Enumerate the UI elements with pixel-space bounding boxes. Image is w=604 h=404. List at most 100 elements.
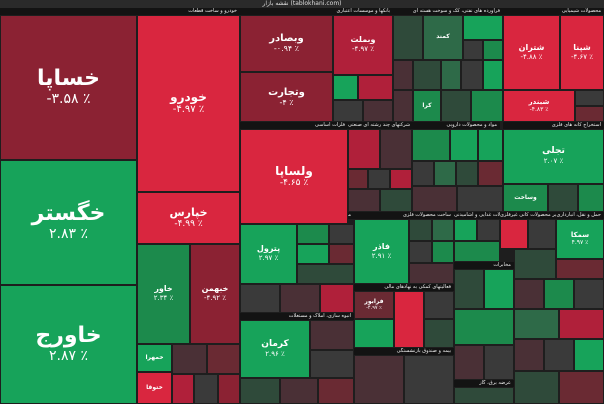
tile-small[interactable] (514, 279, 544, 309)
tile-small[interactable] (514, 309, 559, 339)
tile-khbahman[interactable]: خبهمن -۴.۹۲ ٪ (190, 244, 240, 344)
tile-small[interactable] (500, 219, 528, 249)
tile-kerman[interactable]: کرمان ۲.۹۶ ٪ (240, 320, 310, 378)
tile-small[interactable] (556, 259, 604, 279)
tile-small[interactable] (575, 106, 604, 122)
tile-small[interactable] (528, 219, 556, 249)
tile-small[interactable] (454, 269, 484, 309)
tile-small[interactable] (297, 224, 329, 244)
tile-small[interactable] (390, 169, 412, 189)
tile-vbsader[interactable]: وبصادر -۰.۹۴ ٪ (240, 15, 333, 72)
tile-khavorch[interactable]: خاورج ۲.۸۷ ٪ (0, 285, 137, 404)
tile-fakher[interactable]: فاذر ۲.۹۱ ٪ (354, 219, 409, 284)
tile-small[interactable] (514, 371, 559, 404)
tile-small[interactable] (454, 241, 500, 262)
tile-small[interactable] (484, 269, 514, 309)
tile-faraboor[interactable]: فرابور -۴.۹۷ ٪ (354, 291, 394, 319)
tile-small[interactable] (297, 264, 354, 284)
tile-small[interactable] (478, 129, 503, 161)
tile-small[interactable] (484, 345, 514, 380)
tile-small[interactable] (456, 161, 478, 186)
tile-small[interactable] (348, 169, 368, 189)
tile-small[interactable] (297, 244, 329, 264)
tile-vtejarat[interactable]: وتجارت -۴ ٪ (240, 72, 333, 122)
tile-khavar[interactable]: خاور ۲.۳۴ ٪ (137, 244, 190, 344)
tile-small[interactable] (218, 374, 240, 404)
tile-small[interactable] (393, 90, 413, 122)
tile-small[interactable] (393, 15, 423, 60)
tile-small[interactable] (463, 40, 483, 60)
tile-small[interactable] (363, 100, 393, 122)
tile-khmehr[interactable]: خمهرا (137, 344, 172, 372)
tile-small[interactable] (432, 241, 454, 263)
tile-petrol[interactable]: پترول ۲.۹۷ ٪ (240, 224, 297, 284)
tile-small[interactable] (548, 184, 578, 212)
tile-small[interactable] (454, 309, 514, 345)
tile-small[interactable] (574, 339, 604, 371)
tile-shepna[interactable]: شپنا -۴.۶۷ ٪ (560, 15, 604, 90)
tile-small[interactable] (478, 161, 503, 186)
tile-shbandar[interactable]: شبندر -۴.۸۳ ٪ (503, 90, 575, 122)
tile-small[interactable] (454, 219, 477, 241)
tile-small[interactable] (424, 291, 454, 319)
tile-small[interactable] (412, 129, 450, 161)
tile-small[interactable] (575, 90, 604, 106)
tile-small[interactable] (441, 60, 461, 90)
tile-small[interactable] (559, 371, 604, 404)
tile-small[interactable] (574, 279, 604, 309)
tile-small[interactable] (432, 219, 454, 241)
tile-small[interactable] (320, 284, 354, 313)
tile-small[interactable] (333, 75, 358, 100)
tile-small[interactable] (457, 186, 503, 212)
tile-small[interactable] (514, 249, 556, 279)
tile-vbmellat[interactable]: وبملت -۴.۹۷ ٪ (333, 15, 393, 75)
tile-small[interactable] (172, 344, 207, 374)
tile-small[interactable] (578, 184, 604, 212)
tile-small[interactable] (318, 378, 354, 404)
tile-small[interactable] (354, 355, 404, 404)
tile-small[interactable] (454, 387, 514, 404)
tile-small[interactable] (412, 161, 434, 186)
tile-small[interactable] (329, 224, 354, 244)
tile-small[interactable] (172, 374, 194, 404)
tile-tejal[interactable]: تجلی ۲.۰۷ ٪ (503, 129, 604, 184)
tile-small[interactable] (380, 189, 412, 212)
tile-small[interactable] (393, 60, 413, 90)
tile-small[interactable] (310, 320, 354, 350)
tile-small[interactable] (463, 15, 503, 40)
tile-small[interactable] (348, 189, 380, 212)
tile-shetran[interactable]: شتران -۴.۸۸ ٪ (503, 15, 560, 90)
tile-samka[interactable]: سمکا ۴.۹۷ ٪ (556, 219, 604, 259)
tile-kara[interactable]: کرا (413, 90, 441, 122)
tile-small[interactable] (409, 241, 432, 263)
tile-small[interactable] (412, 186, 457, 212)
tile-small[interactable] (461, 60, 483, 90)
tile-small[interactable] (240, 284, 280, 313)
tile-small[interactable] (280, 378, 318, 404)
tile-small[interactable] (413, 60, 441, 90)
tile-small[interactable] (354, 319, 394, 348)
tile-kharis[interactable]: خپارس -۴.۹۹ ٪ (137, 192, 240, 244)
tile-small[interactable] (424, 319, 454, 348)
tile-small[interactable] (358, 75, 393, 100)
tile-small[interactable] (394, 291, 424, 348)
tile-small[interactable] (450, 129, 478, 161)
tile-small[interactable] (207, 344, 240, 374)
tile-small[interactable] (194, 374, 218, 404)
tile-khesapa[interactable]: خساپا -۳.۵۸ ٪ (0, 15, 137, 160)
tile-khodro[interactable]: خودرو -۴.۹۷ ٪ (137, 15, 240, 192)
tile-small[interactable] (240, 378, 280, 404)
tile-small[interactable] (404, 355, 454, 404)
tile-small[interactable] (483, 40, 503, 60)
tile-small[interactable] (441, 90, 471, 122)
tile-vsakhant[interactable]: وساخت (503, 184, 548, 212)
tile-small[interactable] (329, 244, 354, 264)
tile-khegostar[interactable]: خگستر ۲.۸۳ ٪ (0, 160, 137, 285)
tile-small[interactable] (368, 169, 390, 189)
tile-small[interactable] (333, 100, 363, 122)
tile-small[interactable] (310, 350, 354, 378)
tile-small[interactable] (544, 279, 574, 309)
tile-small[interactable] (434, 161, 456, 186)
tile-small[interactable] (477, 219, 500, 241)
tile-khzamia[interactable]: ختوقا (137, 372, 172, 404)
